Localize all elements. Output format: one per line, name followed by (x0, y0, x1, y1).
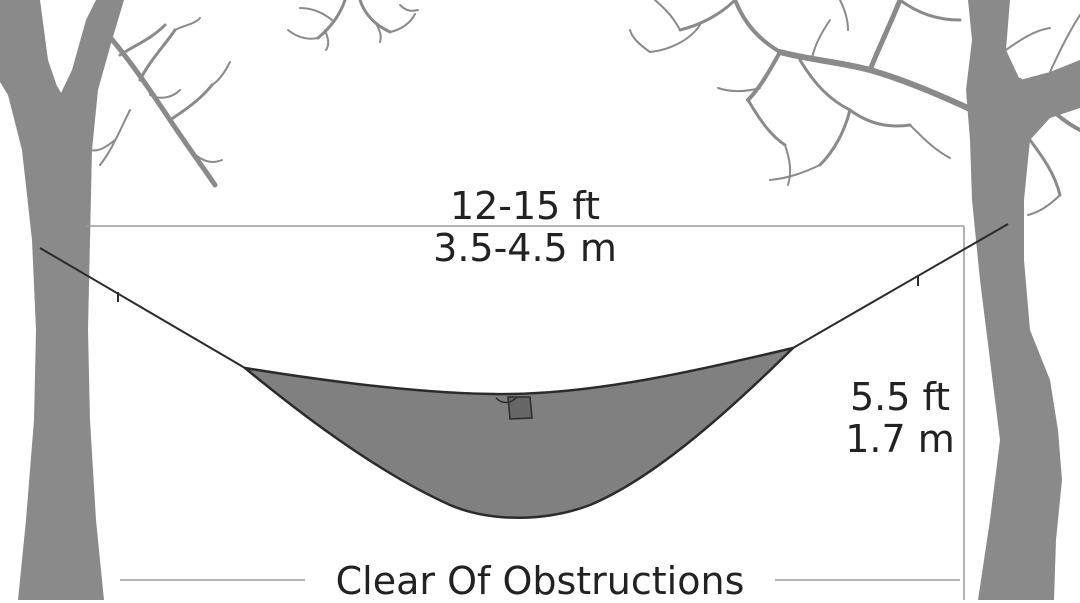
left-tree-trunk (0, 0, 124, 600)
hammock-body (240, 345, 798, 519)
span-distance-meters: 3.5-4.5 m (433, 226, 617, 270)
clearance-label: Clear Of Obstructions (335, 559, 745, 603)
hang-height-meters: 1.7 m (845, 417, 955, 461)
hammock-pouch (507, 396, 533, 420)
span-distance-label: 12-15 ft 3.5-4.5 m (380, 187, 670, 267)
suspension-straps (39, 223, 1009, 369)
right-tree-trunk (966, 0, 1080, 600)
right-strap (792, 223, 1009, 349)
hammock (240, 345, 798, 519)
hang-height-feet: 5.5 ft (849, 375, 951, 419)
hang-height-label: 5.5 ft 1.7 m (838, 378, 962, 458)
measurement-lines (86, 225, 965, 600)
right-tree-branches (629, 0, 1080, 216)
top-twigs (287, 0, 419, 51)
right-tree (629, 0, 1080, 600)
left-tree (0, 0, 231, 600)
span-distance-feet: 12-15 ft (449, 184, 601, 228)
left-tree-branches (9, 8, 231, 188)
left-strap (39, 247, 246, 369)
